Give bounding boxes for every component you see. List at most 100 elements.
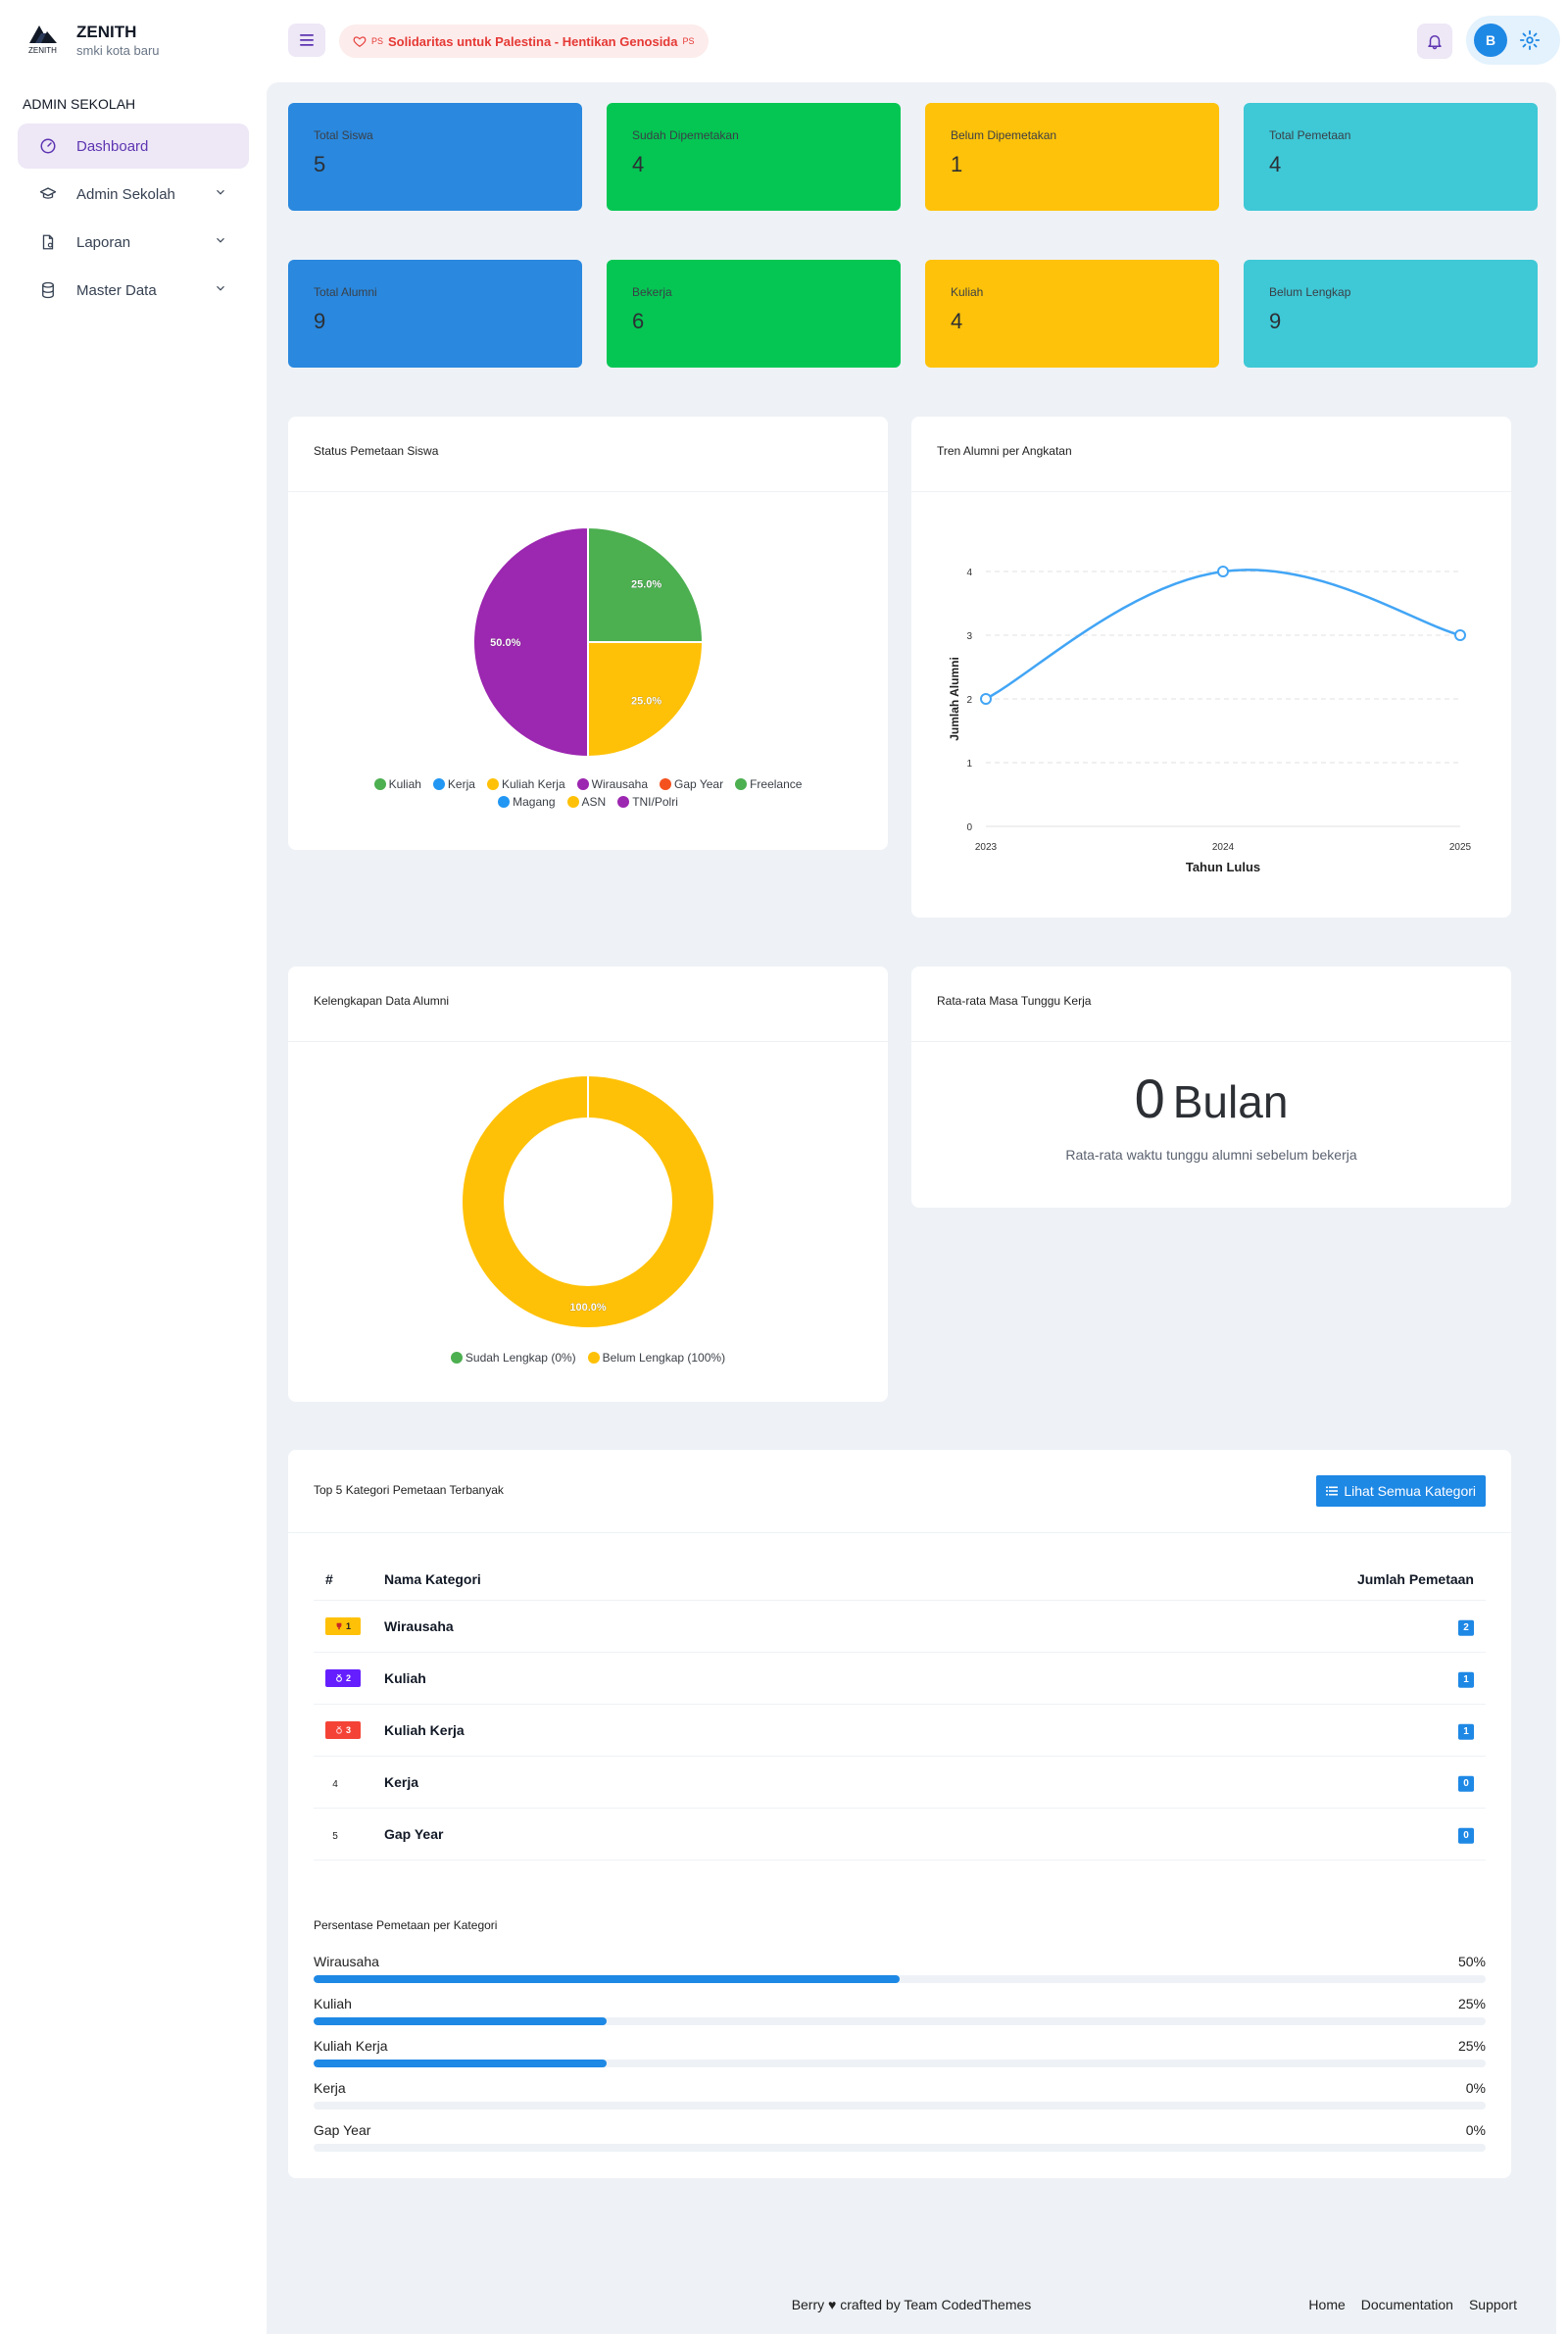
footer-link-support[interactable]: Support (1468, 2297, 1517, 2312)
banner-prefix: PS (371, 36, 384, 46)
chevron-down-icon (217, 237, 224, 243)
legend-item-wirausaha[interactable]: Wirausaha (576, 777, 648, 791)
stat-card-sudah-dipemetakan[interactable]: Sudah Dipemetakan 4 (607, 103, 901, 211)
sidebar-item-label: Dashboard (76, 137, 149, 155)
legend-item-belum-lengkap-100[interactable]: Belum Lengkap (100%) (587, 1351, 725, 1365)
rank-cell: 2 (325, 1669, 361, 1687)
table-row[interactable]: 3 Kuliah Kerja 1 (314, 1705, 1486, 1757)
legend-item-sudah-lengkap-0[interactable]: Sudah Lengkap (0%) (450, 1351, 576, 1365)
sidebar-item-dashboard[interactable]: Dashboard (18, 124, 249, 169)
stat-title: Belum Dipemetakan (951, 128, 1057, 142)
rank-badge: 1 (325, 1617, 361, 1635)
legend-label: Kuliah Kerja (501, 777, 565, 791)
masa-tunggu-unit: Bulan (1172, 1076, 1289, 1127)
stat-card-belum-lengkap[interactable]: Belum Lengkap 9 (1244, 260, 1538, 368)
stat-card-kuliah[interactable]: Kuliah 4 (925, 260, 1219, 368)
table-row[interactable]: 2 Kuliah 1 (314, 1653, 1486, 1705)
stat-value: 9 (314, 309, 326, 333)
stat-card-total-siswa[interactable]: Total Siswa 5 (288, 103, 582, 211)
data-point[interactable] (1217, 566, 1229, 577)
count-cell: 0 (1458, 1825, 1474, 1844)
stat-value: 1 (951, 152, 963, 176)
card-divider (288, 1041, 888, 1042)
stat-card-total-pemetaan[interactable]: Total Pemetaan 4 (1244, 103, 1538, 211)
legend-item-kerja[interactable]: Kerja (432, 777, 475, 791)
legend-swatch (576, 778, 589, 790)
table-row[interactable]: 1 Wirausaha 2 (314, 1601, 1486, 1653)
pie-slice-freelance[interactable] (587, 525, 705, 643)
column-header-count[interactable]: Jumlah Pemetaan (1356, 1570, 1474, 1587)
button-label: Lihat Semua Kategori (1344, 1483, 1476, 1499)
persentase-title: Persentase Pemetaan per Kategori (314, 1918, 498, 1932)
lihat-semua-kategori-button[interactable]: Lihat Semua Kategori (1316, 1475, 1486, 1507)
percent-row-gap-year: Gap Year 0% (314, 2122, 1486, 2163)
legend-label: Kuliah (388, 777, 421, 791)
legend-swatch (486, 778, 499, 790)
percent-row-name: Kuliah Kerja (314, 2038, 388, 2054)
legend-label: Kerja (447, 777, 475, 791)
data-point[interactable] (980, 693, 992, 705)
card-title: Status Pemetaan Siswa (314, 444, 439, 458)
legend-label: Sudah Lengkap (0%) (465, 1351, 576, 1365)
progress-fill (314, 1975, 900, 1983)
stat-title: Total Alumni (314, 285, 377, 299)
notification-button[interactable] (1417, 24, 1452, 59)
card-divider (911, 491, 1511, 492)
stat-title: Belum Lengkap (1269, 285, 1351, 299)
legend-item-freelance[interactable]: Freelance (735, 777, 802, 791)
stat-card-bekerja[interactable]: Bekerja 6 (607, 260, 901, 368)
sidebar-item-master-data[interactable]: Master Data (18, 268, 249, 313)
legend-label: Gap Year (674, 777, 724, 791)
kelengkapan-donut-chart[interactable]: 100.0% (461, 1074, 715, 1329)
legend-item-kuliah-kerja[interactable]: Kuliah Kerja (486, 777, 565, 791)
menu-icon (300, 34, 314, 46)
y-tick-label: 4 (966, 568, 972, 578)
rank-badge: 2 (325, 1669, 361, 1687)
category-name: Kuliah Kerja (384, 1722, 465, 1738)
stat-value: 5 (314, 152, 326, 176)
status-pemetaan-pie-chart[interactable]: 25.0% 25.0% 50.0% (470, 524, 706, 760)
data-point[interactable] (1454, 629, 1466, 641)
legend-item-magang[interactable]: Magang (498, 795, 556, 809)
gear-icon[interactable] (1519, 29, 1541, 51)
sidebar-item-laporan[interactable]: Laporan (18, 220, 249, 265)
masa-tunggu-description: Rata-rata waktu tunggu alumni sebelum be… (1065, 1147, 1357, 1163)
pie-slice-asn[interactable] (587, 641, 705, 759)
zenith-logo[interactable]: ZENITH (25, 22, 71, 61)
card-divider (288, 491, 888, 492)
legend-item-asn[interactable]: ASN (566, 795, 606, 809)
avatar[interactable]: B (1474, 24, 1507, 57)
legend-swatch (735, 778, 748, 790)
school-name: smki kota baru (76, 43, 160, 58)
palestine-banner[interactable]: PS Solidaritas untuk Palestina - Hentika… (339, 25, 709, 58)
legend-item-kuliah[interactable]: Kuliah (373, 777, 421, 791)
footer-link-home[interactable]: Home (1308, 2297, 1346, 2312)
medal-icon (336, 1726, 342, 1734)
category-name: Gap Year (384, 1826, 444, 1842)
legend-swatch (566, 796, 579, 808)
progress-track (314, 2102, 1486, 2110)
chevron-down-icon (217, 189, 224, 195)
stat-value: 4 (1269, 152, 1282, 176)
percent-row-kuliah: Kuliah 25% (314, 1996, 1486, 2037)
stat-title: Total Siswa (314, 128, 373, 142)
menu-toggle-button[interactable] (288, 24, 325, 57)
donut-slice-label: 100.0% (569, 1302, 607, 1314)
sidebar-item-admin-sekolah[interactable]: Admin Sekolah (18, 172, 249, 217)
donut-slice-belum-lengkap-100[interactable] (463, 1076, 713, 1327)
stat-card-belum-dipemetakan[interactable]: Belum Dipemetakan 1 (925, 103, 1219, 211)
tren-alumni-line-chart[interactable]: 0 1 2 3 4 2023 2024 2025 Tahun Lulus Jumlah Alumn… (911, 515, 1511, 907)
y-tick-label: 0 (966, 822, 972, 833)
legend-item-tni-polri[interactable]: TNI/Polri (617, 795, 678, 809)
legend-item-gap-year[interactable]: Gap Year (660, 777, 723, 791)
table-row[interactable]: 4 Kerja 0 (314, 1757, 1486, 1809)
table-row[interactable]: 5 Gap Year 0 (314, 1809, 1486, 1861)
profile-menu[interactable]: B (1466, 16, 1560, 65)
pie-slice-tni-polri[interactable] (472, 525, 589, 759)
stat-card-total-alumni[interactable]: Total Alumni 9 (288, 260, 582, 368)
count-badge: 1 (1458, 1671, 1474, 1688)
footer-link-documentation[interactable]: Documentation (1360, 2297, 1453, 2312)
rank-number: 5 (332, 1831, 338, 1842)
percent-row-kerja: Kerja 0% (314, 2080, 1486, 2121)
medal-icon (336, 1674, 342, 1682)
